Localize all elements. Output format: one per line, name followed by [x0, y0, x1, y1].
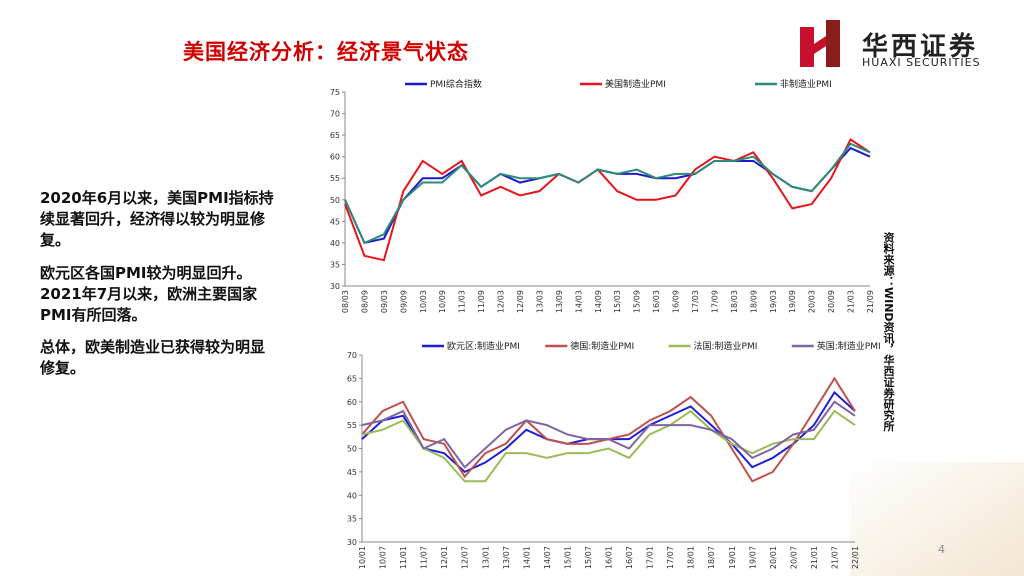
data-line — [361, 409, 856, 483]
logo-subtext: HUAXI SECURITIES — [862, 56, 981, 69]
x-tick-label: 12/07 — [461, 546, 470, 569]
x-tick-label: 17/01 — [646, 546, 655, 569]
y-tick-label: 70 — [330, 110, 340, 119]
x-tick-label: 18/03 — [730, 290, 739, 313]
data-line — [361, 400, 856, 469]
legend-label: 欧元区:制造业PMI — [447, 340, 520, 352]
paragraph: 欧元区各国PMI较为明显回升。2021年7月以来，欧洲主要国家PMI有所回落。 — [40, 264, 258, 324]
x-tick-label: 13/07 — [502, 546, 511, 569]
x-tick-label: 12/03 — [497, 290, 506, 313]
legend-label: 德国:制造业PMI — [570, 340, 634, 352]
x-tick-label: 15/03 — [613, 290, 622, 313]
data-line — [344, 137, 871, 262]
paragraph: 2020年6月以来，美国PMI指标持续显著回升，经济得以较为明显修复。 — [40, 189, 274, 249]
x-tick-label: 21/07 — [830, 546, 839, 569]
page-number: 4 — [938, 543, 945, 556]
x-tick-label: 20/01 — [769, 546, 778, 569]
x-tick-label: 19/01 — [728, 546, 737, 569]
y-tick-label: 65 — [330, 131, 340, 140]
x-tick-label: 09/03 — [380, 290, 389, 313]
y-tick-label: 60 — [347, 398, 357, 407]
x-tick-label: 17/09 — [710, 290, 719, 313]
y-tick-label: 70 — [347, 351, 357, 360]
x-tick-label: 16/03 — [652, 290, 661, 313]
y-tick-label: 45 — [330, 217, 340, 226]
x-tick-label: 12/01 — [440, 546, 449, 569]
legend-label: 法国:制造业PMI — [694, 340, 758, 352]
x-tick-label: 21/03 — [847, 290, 856, 313]
x-tick-label: 16/01 — [605, 546, 614, 569]
x-tick-label: 19/09 — [788, 290, 797, 313]
x-tick-label: 21/01 — [810, 546, 819, 569]
x-tick-label: 14/09 — [594, 290, 603, 313]
x-tick-label: 15/07 — [584, 546, 593, 569]
y-tick-label: 75 — [330, 88, 340, 97]
x-tick-label: 09/09 — [399, 290, 408, 313]
legend-label: PMI综合指数 — [430, 78, 482, 90]
x-tick-label: 13/09 — [555, 290, 564, 313]
x-tick-label: 20/03 — [808, 290, 817, 313]
x-tick-label: 18/07 — [707, 546, 716, 569]
x-tick-label: 14/01 — [522, 546, 531, 569]
x-tick-label: 11/01 — [399, 546, 408, 569]
x-tick-label: 10/07 — [379, 546, 388, 569]
logo-icon — [800, 20, 840, 67]
x-tick-label: 16/07 — [625, 546, 634, 569]
x-tick-label: 17/07 — [666, 546, 675, 569]
x-tick-label: 20/07 — [789, 546, 798, 569]
y-tick-label: 40 — [330, 239, 340, 248]
legend-label: 美国制造业PMI — [605, 78, 666, 90]
y-tick-label: 65 — [347, 374, 357, 383]
y-tick-label: 60 — [330, 153, 340, 162]
x-tick-label: 18/01 — [687, 546, 696, 569]
x-tick-label: 08/03 — [341, 290, 350, 313]
legend-label: 非制造业PMI — [780, 78, 832, 90]
x-tick-label: 18/09 — [749, 290, 758, 313]
y-tick-label: 35 — [330, 260, 340, 269]
x-tick-label: 13/03 — [535, 290, 544, 313]
x-tick-label: 15/09 — [633, 290, 642, 313]
x-tick-label: 11/03 — [458, 290, 467, 313]
x-tick-label: 22/01 — [851, 546, 860, 569]
y-tick-label: 55 — [330, 174, 340, 183]
y-tick-label: 55 — [347, 421, 357, 430]
data-line — [344, 142, 871, 245]
x-tick-label: 19/03 — [769, 290, 778, 313]
y-tick-label: 45 — [347, 468, 357, 477]
x-tick-label: 15/01 — [563, 546, 572, 569]
corner-decor — [850, 462, 1024, 576]
x-tick-label: 14/03 — [574, 290, 583, 313]
y-tick-label: 40 — [347, 491, 357, 500]
paragraph: 总体，欧美制造业已获得较为明显修复。 — [40, 338, 266, 377]
x-tick-label: 11/09 — [477, 290, 486, 313]
x-tick-label: 14/07 — [543, 546, 552, 569]
x-tick-label: 10/01 — [358, 546, 367, 569]
y-tick-label: 50 — [347, 445, 357, 454]
logo-text: 华西证券 — [862, 32, 979, 62]
slide-title: 美国经济分析：经济景气状态 — [183, 40, 469, 64]
y-tick-label: 30 — [347, 538, 357, 547]
source-note: 资料来源：WIND资讯，华西证券研究所 — [882, 232, 895, 432]
data-line — [361, 376, 856, 483]
x-tick-label: 08/09 — [360, 290, 369, 313]
x-tick-label: 12/09 — [516, 290, 525, 313]
x-tick-label: 10/09 — [438, 290, 447, 313]
x-tick-label: 10/03 — [419, 290, 428, 313]
x-tick-label: 21/09 — [866, 290, 875, 313]
x-tick-label: 17/03 — [691, 290, 700, 313]
x-tick-label: 13/01 — [481, 546, 490, 569]
y-tick-label: 35 — [347, 515, 357, 524]
legend-label: 英国:制造业PMI — [817, 340, 881, 352]
y-tick-label: 30 — [330, 282, 340, 291]
x-tick-label: 19/07 — [748, 546, 757, 569]
x-tick-label: 16/09 — [672, 290, 681, 313]
y-tick-label: 50 — [330, 196, 340, 205]
x-tick-label: 11/07 — [420, 546, 429, 569]
x-tick-label: 20/09 — [827, 290, 836, 313]
